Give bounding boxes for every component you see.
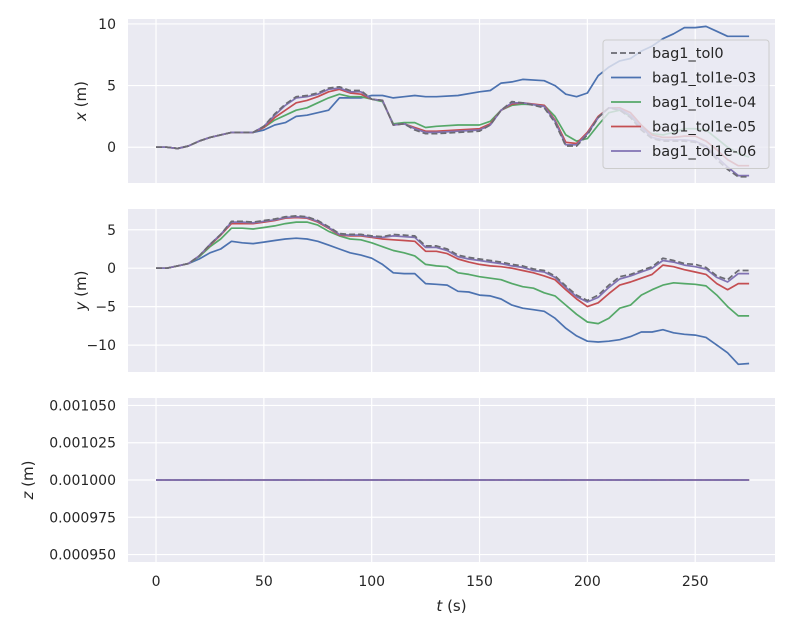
panel-y: −10 −5 0 5 y (m) <box>72 209 775 372</box>
y-tick-label: 10 <box>98 17 116 33</box>
x-tick-label: 250 <box>682 574 709 590</box>
y-tick-label: 0 <box>107 261 116 277</box>
y-tick-label: −5 <box>95 300 116 316</box>
series-line-bag1_tol0 <box>156 215 750 302</box>
y-tick-label: 0 <box>107 140 116 156</box>
y-axis-label: y (m) <box>72 271 90 312</box>
y-tick-label: 0.001025 <box>49 436 116 452</box>
legend-label: bag1_tol1e-05 <box>652 120 756 136</box>
x-tick-label: 150 <box>466 574 493 590</box>
y-axis-label: z (m) <box>19 461 37 501</box>
y-tick-label: 0.000975 <box>49 510 116 526</box>
y-tick-label: 5 <box>107 79 116 95</box>
x-tick-label: 200 <box>574 574 601 590</box>
y-tick-label: 0.000950 <box>49 548 116 564</box>
legend-box <box>602 39 770 169</box>
legend-label: bag1_tol0 <box>652 46 724 62</box>
panel-z: 0.000950 0.000975 0.001000 0.001025 0.001050… <box>19 398 775 564</box>
x-tick-label: 100 <box>358 574 385 590</box>
y-tick-label: 5 <box>107 223 116 239</box>
legend-label: bag1_tol1e-04 <box>652 95 756 111</box>
x-axis-label: t (s) <box>436 597 466 615</box>
legend-label: bag1_tol1e-06 <box>652 144 756 160</box>
y-tick-label: −10 <box>86 338 116 354</box>
series-line-bag1_tol1e-04 <box>156 221 750 325</box>
x-tick-label: 50 <box>255 574 273 590</box>
y-axis-label: x (m) <box>72 81 90 122</box>
series-line-bag1_tol1e-03 <box>156 237 750 366</box>
y-tick-label: 0.001000 <box>49 473 116 489</box>
legend-label: bag1_tol1e-03 <box>652 71 756 87</box>
legend: bag1_tol0 bag1_tol1e-03 bag1_tol1e-04 bag1_… <box>602 39 770 169</box>
x-tick-label: 0 <box>152 574 161 590</box>
series-line-bag1_tol1e-06 <box>156 215 750 303</box>
y-tick-label: 0.001050 <box>49 398 116 414</box>
